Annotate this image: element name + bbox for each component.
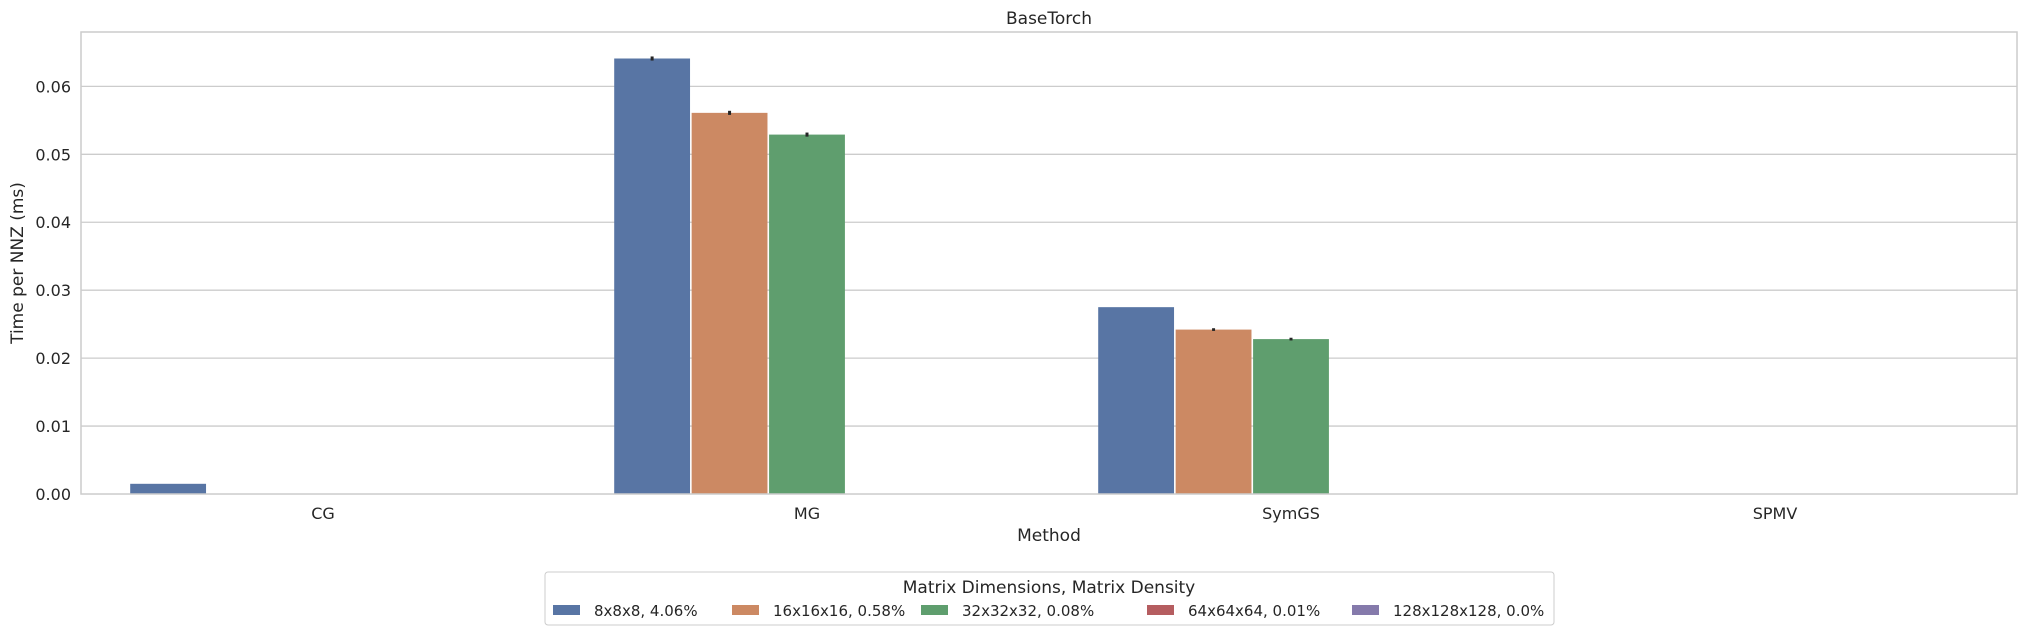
legend-item: 128x128x128, 0.0%: [1352, 602, 1544, 620]
legend-label: 64x64x64, 0.01%: [1188, 602, 1320, 620]
x-tick-label: MG: [794, 504, 820, 523]
plot-frame: [80, 31, 2018, 495]
legend-swatch: [1147, 605, 1174, 615]
legend-frame: [544, 571, 1555, 626]
bars: [130, 58, 1329, 494]
legend-item: 8x8x8, 4.06%: [553, 602, 698, 620]
y-tick-label: 0.06: [35, 77, 71, 96]
legend-swatch: [553, 605, 580, 615]
y-tick-label: 0.04: [35, 213, 71, 232]
legend-label: 32x32x32, 0.08%: [962, 602, 1094, 620]
x-tick-label: SPMV: [1753, 504, 1798, 523]
legend-label: 16x16x16, 0.58%: [773, 602, 905, 620]
bar: [614, 58, 691, 494]
chart-title: BaseTorch: [1006, 9, 1092, 29]
legend-item: 16x16x16, 0.58%: [732, 602, 905, 620]
y-tick-label: 0.03: [35, 281, 71, 300]
x-axis-ticks: CG MG SymGS SPMV: [311, 504, 1797, 523]
legend-item: 64x64x64, 0.01%: [1147, 602, 1320, 620]
y-tick-label: 0.00: [35, 485, 71, 504]
legend-label: 8x8x8, 4.06%: [594, 602, 698, 620]
legend-swatch: [732, 605, 759, 615]
bar: [769, 134, 845, 494]
y-tick-label: 0.05: [35, 145, 71, 164]
bar: [691, 112, 768, 494]
bar: [1175, 329, 1252, 494]
bar: [1098, 307, 1175, 494]
legend-item: 32x32x32, 0.08%: [921, 602, 1094, 620]
bar: [130, 483, 207, 494]
gridlines: [81, 85, 2017, 427]
x-tick-label: CG: [311, 504, 335, 523]
legend-title: Matrix Dimensions, Matrix Density: [903, 578, 1196, 598]
bar: [1253, 339, 1329, 494]
legend-label: 128x128x128, 0.0%: [1393, 602, 1544, 620]
legend: Matrix Dimensions, Matrix Density 8x8x8,…: [544, 571, 1555, 626]
y-tick-label: 0.02: [35, 349, 71, 368]
legend-swatch: [1352, 605, 1379, 615]
y-axis-ticks: 0.00 0.01 0.02 0.03 0.04 0.05 0.06: [35, 77, 71, 504]
legend-swatch: [921, 605, 948, 615]
y-axis-label: Time per NNZ (ms): [8, 182, 28, 345]
y-tick-label: 0.01: [35, 417, 71, 436]
x-tick-label: SymGS: [1262, 504, 1320, 523]
plot-area: [81, 32, 2017, 494]
x-axis-label: Method: [1017, 526, 1081, 546]
error-bars: [650, 56, 1293, 341]
